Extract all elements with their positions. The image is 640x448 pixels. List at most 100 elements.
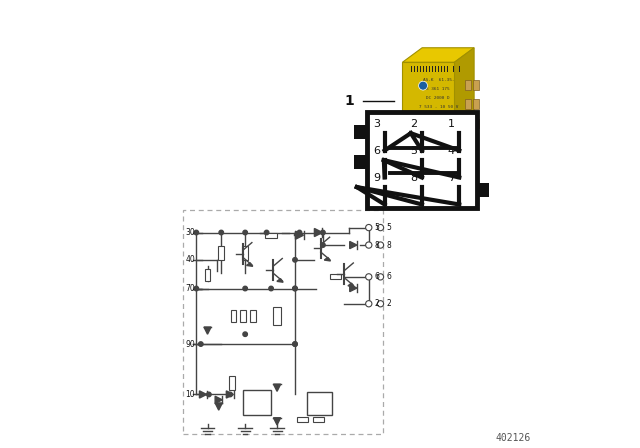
Bar (250, 310, 256, 322)
Polygon shape (349, 284, 357, 292)
Circle shape (264, 230, 269, 235)
Text: 1: 1 (345, 94, 355, 108)
Polygon shape (324, 257, 330, 261)
Circle shape (219, 230, 223, 235)
Polygon shape (296, 231, 303, 239)
Text: 2: 2 (387, 299, 391, 308)
Text: 8 361 175: 8 361 175 (426, 87, 450, 91)
Bar (447, 66, 448, 72)
Circle shape (228, 392, 232, 397)
Bar (423, 66, 424, 72)
Bar (355, 125, 367, 139)
Bar (429, 66, 430, 72)
Bar (355, 155, 367, 169)
Polygon shape (215, 403, 222, 410)
Text: 10: 10 (185, 390, 195, 399)
Circle shape (269, 286, 273, 291)
Bar (420, 66, 421, 72)
Text: 5: 5 (387, 223, 391, 232)
Polygon shape (215, 396, 222, 403)
Circle shape (297, 230, 301, 235)
Circle shape (365, 224, 372, 231)
Text: 8: 8 (387, 241, 391, 250)
Circle shape (243, 286, 248, 291)
Text: 2: 2 (410, 119, 417, 129)
Circle shape (292, 258, 297, 262)
Bar (477, 183, 490, 197)
Text: 6: 6 (387, 272, 391, 281)
Bar (242, 246, 248, 260)
Text: DC 2000 D: DC 2000 D (426, 96, 450, 100)
Bar (218, 246, 225, 260)
Bar (312, 417, 324, 422)
Polygon shape (273, 418, 281, 425)
Bar (243, 390, 271, 415)
Polygon shape (204, 327, 211, 334)
Polygon shape (348, 283, 354, 287)
Text: AS-K  61.35-: AS-K 61.35- (422, 78, 454, 82)
Circle shape (243, 332, 248, 336)
Bar (307, 392, 332, 415)
Bar (414, 66, 415, 72)
Bar (465, 99, 470, 109)
Circle shape (378, 301, 383, 307)
Circle shape (207, 392, 211, 397)
Bar (297, 417, 308, 422)
Polygon shape (403, 48, 474, 62)
Bar (403, 62, 454, 135)
Polygon shape (200, 391, 207, 398)
Circle shape (378, 242, 383, 248)
Text: 4: 4 (448, 146, 455, 156)
Bar (465, 80, 470, 90)
Text: 70: 70 (185, 284, 195, 293)
Bar (441, 66, 442, 72)
Bar (417, 66, 419, 72)
Bar (265, 233, 277, 238)
Bar (230, 310, 236, 322)
Text: 2: 2 (374, 299, 379, 308)
Bar (452, 66, 454, 72)
Polygon shape (273, 384, 281, 392)
Circle shape (194, 230, 198, 235)
Text: 30: 30 (185, 228, 195, 237)
Circle shape (292, 286, 297, 291)
Bar (459, 66, 460, 72)
Bar (473, 119, 479, 129)
Text: 7: 7 (448, 173, 455, 183)
Bar (367, 112, 477, 208)
Bar (444, 66, 445, 72)
Bar (184, 210, 383, 434)
Text: 40: 40 (185, 255, 195, 264)
Polygon shape (314, 228, 323, 237)
Circle shape (292, 286, 297, 291)
Bar (426, 66, 427, 72)
Text: 9: 9 (373, 173, 380, 183)
Bar (241, 310, 246, 322)
Circle shape (292, 342, 297, 346)
Bar (432, 66, 433, 72)
Circle shape (321, 243, 325, 247)
Text: 8: 8 (374, 241, 379, 250)
Text: 402126: 402126 (495, 433, 531, 443)
Text: 1: 1 (448, 119, 455, 129)
Polygon shape (277, 279, 283, 282)
Circle shape (194, 286, 198, 291)
Circle shape (198, 342, 203, 346)
Text: 7 533 - 10 50 V: 7 533 - 10 50 V (419, 105, 458, 109)
Text: 6: 6 (374, 272, 379, 281)
Circle shape (321, 230, 325, 235)
Circle shape (365, 242, 372, 248)
Polygon shape (246, 263, 253, 266)
Text: 5: 5 (374, 223, 379, 232)
Text: 8: 8 (410, 173, 417, 183)
Bar (435, 66, 436, 72)
Circle shape (378, 224, 383, 231)
Bar (229, 376, 235, 391)
Polygon shape (349, 241, 357, 249)
Bar (473, 99, 479, 109)
Polygon shape (227, 391, 234, 398)
Circle shape (419, 81, 428, 90)
Bar (273, 307, 281, 325)
Bar (205, 269, 210, 281)
Circle shape (365, 274, 372, 280)
